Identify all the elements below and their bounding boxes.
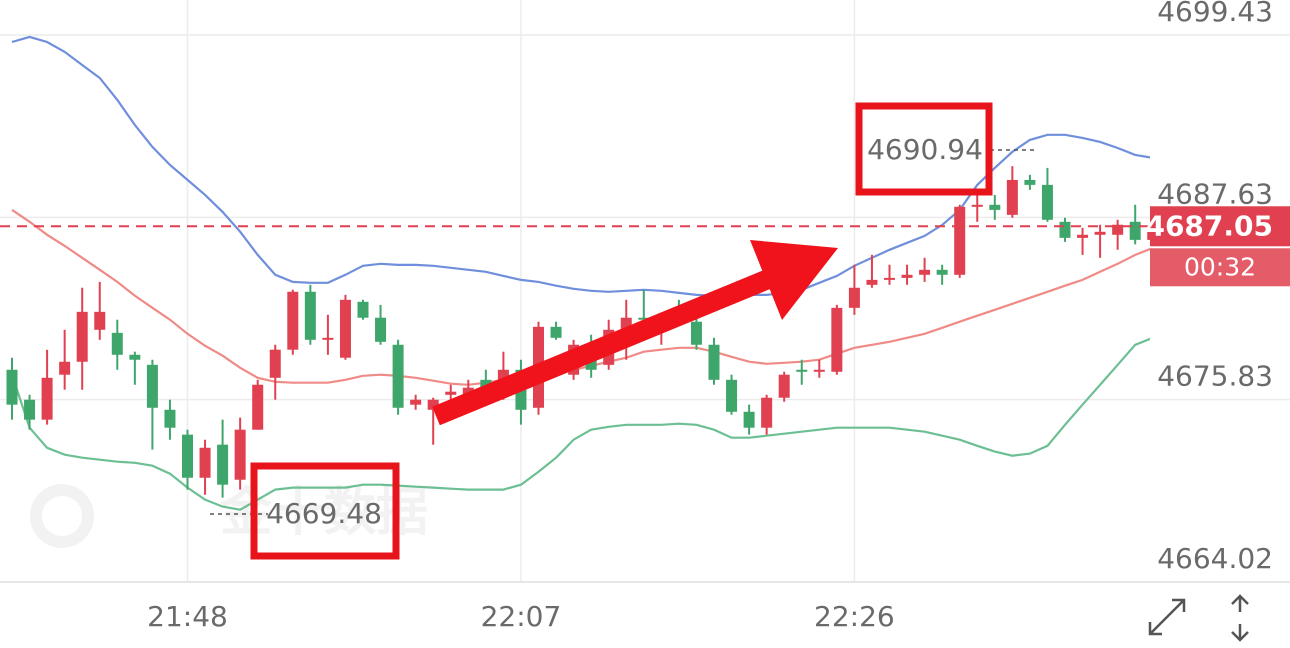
candle-body <box>813 369 825 372</box>
candle-body <box>1094 231 1106 235</box>
candle-body <box>1059 221 1071 238</box>
high-box <box>855 102 993 196</box>
candle-body <box>392 344 404 408</box>
expand-icon[interactable] <box>1148 598 1186 636</box>
trend-arrow-head <box>750 240 838 320</box>
x-tick-label: 22:26 <box>814 600 895 633</box>
candle-body <box>59 361 71 375</box>
candle-body <box>462 387 474 395</box>
candle-body <box>24 399 36 420</box>
candle-body <box>936 269 948 275</box>
countdown-box <box>1150 248 1290 287</box>
candle-body <box>901 274 913 278</box>
candle-body <box>146 364 158 408</box>
candle-body <box>445 391 457 395</box>
candle-body <box>357 301 369 318</box>
candle-body <box>76 311 88 362</box>
candle-body <box>182 434 193 478</box>
candle-body <box>111 332 123 355</box>
candle-body <box>94 311 106 330</box>
candle-body <box>743 411 755 428</box>
candle-body <box>322 337 334 340</box>
candle-body <box>778 374 790 398</box>
bands <box>10 35 1150 511</box>
candle-body <box>269 349 281 378</box>
candle-body <box>1024 179 1036 185</box>
x-tick-label: 22:07 <box>481 600 562 633</box>
candle-body <box>304 291 316 340</box>
candle-body <box>1006 179 1018 215</box>
candle-body <box>427 399 439 410</box>
candle-body <box>199 447 211 478</box>
candle-body <box>866 279 878 285</box>
candle-body <box>708 344 720 380</box>
last-price-label: 4687.05 <box>1145 209 1273 242</box>
candle-body <box>1112 224 1124 235</box>
candle-body <box>796 369 808 372</box>
candle-body <box>234 429 246 480</box>
y-tick-label: 4664.02 <box>1157 542 1273 575</box>
scale-icon[interactable] <box>1231 594 1249 642</box>
watermark-logo <box>30 484 94 548</box>
candle-body <box>989 204 1001 210</box>
candle-body <box>339 299 351 358</box>
candle-body <box>375 317 387 342</box>
last-price-box <box>1150 206 1290 247</box>
candle-body <box>848 287 860 308</box>
candle-body <box>971 204 983 207</box>
candle-body <box>638 317 650 320</box>
candle-body <box>550 326 562 338</box>
candle-body <box>41 377 53 420</box>
low-label: 4669.48 <box>266 497 382 530</box>
low-box <box>250 462 400 560</box>
high-label: 4690.94 <box>867 133 983 166</box>
candle-body <box>129 354 141 360</box>
candle-body <box>620 317 632 330</box>
overlay: 4664.02 4675.83 4687.63 4699.43 21:48 22:07 22… <box>0 0 1290 633</box>
candle-body <box>831 307 843 372</box>
candle-body <box>884 277 895 280</box>
y-tick-label: 4699.43 <box>1157 0 1273 28</box>
candle-body <box>1147 226 1150 240</box>
y-tick-label: 4675.83 <box>1157 360 1273 393</box>
candle-body <box>954 206 966 275</box>
candle-body <box>919 269 931 275</box>
x-tick-label: 21:48 <box>147 600 228 633</box>
candle-body <box>761 397 773 428</box>
band-line <box>10 337 1150 511</box>
countdown: 00:32 <box>1184 252 1256 281</box>
candle-body <box>690 321 702 345</box>
candle-body <box>1041 184 1053 220</box>
grid <box>0 0 1290 583</box>
candle-body <box>6 369 18 405</box>
candles <box>6 166 1150 498</box>
candle-body <box>252 384 264 430</box>
candle-body <box>1077 234 1089 238</box>
candle-body <box>217 444 229 485</box>
band-line <box>11 208 1150 386</box>
band-line <box>11 35 1150 297</box>
candle-body <box>1129 221 1141 240</box>
candle-body <box>287 291 299 350</box>
candle-body <box>410 399 422 405</box>
candle-body <box>164 409 176 428</box>
y-tick-label: 4687.63 <box>1157 177 1273 210</box>
trend-arrow-shaft <box>432 260 794 426</box>
candle-body <box>726 379 738 412</box>
